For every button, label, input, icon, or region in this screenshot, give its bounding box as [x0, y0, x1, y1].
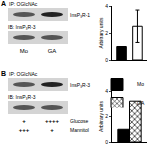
svg-text:2: 2 — [105, 113, 108, 119]
svg-text:++++: ++++ — [45, 118, 60, 124]
svg-text:2: 2 — [105, 30, 108, 36]
svg-text:InsP₃R-1: InsP₃R-1 — [70, 12, 90, 18]
svg-text:0: 0 — [105, 57, 108, 63]
svg-text:Arbitrary units: Arbitrary units — [98, 101, 104, 132]
svg-text:GA: GA — [48, 48, 57, 54]
svg-text:IB: InsP₃R-3: IB: InsP₃R-3 — [8, 24, 36, 30]
svg-text:+: + — [50, 127, 54, 133]
svg-text:Arbitrary units: Arbitrary units — [98, 17, 104, 48]
svg-text:4: 4 — [105, 88, 108, 94]
svg-text:+++: +++ — [19, 127, 30, 133]
svg-text:GA: GA — [137, 100, 145, 106]
svg-text:0: 0 — [105, 139, 108, 145]
svg-text:+: + — [22, 118, 26, 124]
svg-text:A: A — [1, 0, 6, 7]
svg-text:4: 4 — [105, 3, 108, 9]
svg-text:InsP₃R-3: InsP₃R-3 — [70, 82, 90, 88]
svg-text:IB: InsP₃R-3: IB: InsP₃R-3 — [8, 94, 36, 100]
svg-text:IP: OGlcNAc: IP: OGlcNAc — [9, 1, 38, 7]
svg-text:Glucose: Glucose — [70, 118, 89, 124]
svg-text:Mannitol: Mannitol — [70, 127, 89, 133]
svg-text:IP: OGlcNAc: IP: OGlcNAc — [9, 71, 38, 77]
svg-text:Mo: Mo — [20, 48, 29, 54]
svg-text:B: B — [1, 70, 6, 77]
svg-text:Mo: Mo — [137, 81, 144, 87]
